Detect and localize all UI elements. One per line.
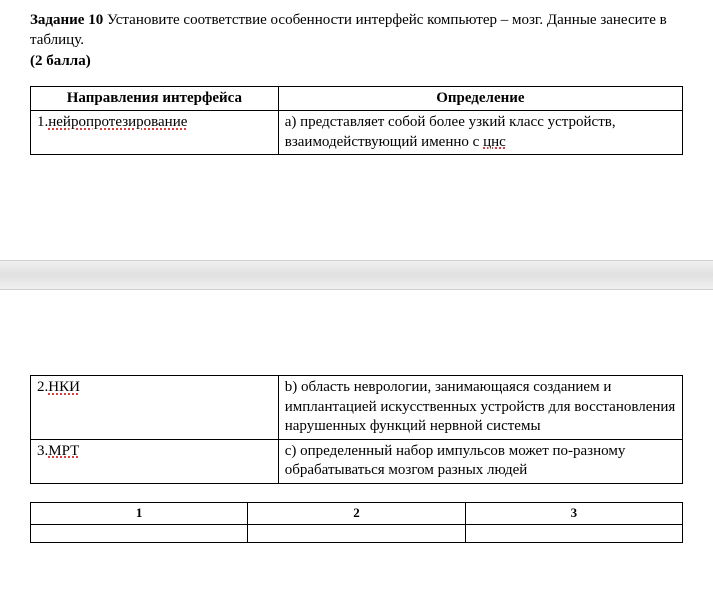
direction-term: НКИ [48,379,80,395]
answer-input-row [31,524,683,542]
definition-spell: цнс [483,134,506,150]
answer-cell-1[interactable] [31,524,248,542]
page-lower: 2.НКИ b) область неврологии, занимающаяс… [0,360,713,552]
row-num: 1. [37,114,48,130]
definition-text: b) область неврологии, занимающаяся созд… [285,379,676,434]
page-upper: Задание 10 Установите соответствие особе… [0,0,713,165]
page-break [0,260,713,290]
table-header-row: Направления интерфейса Определение [31,86,683,111]
task-title: Задание 10 [30,12,103,28]
task-points: (2 балла) [30,51,683,71]
header-directions: Направления интерфейса [31,86,279,111]
header-definition: Определение [278,86,682,111]
answer-col-2: 2 [248,502,465,524]
answer-col-3: 3 [465,502,682,524]
table-row: 3.МРТ c) определенный набор импульсов мо… [31,439,683,483]
answer-cell-2[interactable] [248,524,465,542]
table-row: 2.НКИ b) область неврологии, занимающаяс… [31,376,683,440]
definition-text: а) представляет собой более узкий класс … [285,114,616,150]
direction-cell: 1.нейропротезирование [31,111,279,155]
row-num: 2. [37,379,48,395]
answer-header-row: 1 2 3 [31,502,683,524]
answer-col-1: 1 [31,502,248,524]
definition-cell: b) область неврологии, занимающаяся созд… [278,376,682,440]
row-num: 3. [37,443,48,459]
task-header: Задание 10 Установите соответствие особе… [30,10,683,71]
matching-table-part1: Направления интерфейса Определение 1.ней… [30,86,683,156]
definition-cell: а) представляет собой более узкий класс … [278,111,682,155]
matching-table-part2: 2.НКИ b) область неврологии, занимающаяс… [30,375,683,484]
definition-text: c) определенный набор импульсов может по… [285,443,626,479]
definition-cell: c) определенный набор импульсов может по… [278,439,682,483]
direction-cell: 3.МРТ [31,439,279,483]
bottom-margin [0,553,713,603]
direction-term: МРТ [48,443,79,459]
direction-term: нейропротезирование [48,114,187,130]
answer-table: 1 2 3 [30,502,683,543]
table-row: 1.нейропротезирование а) представляет со… [31,111,683,155]
answer-cell-3[interactable] [465,524,682,542]
direction-cell: 2.НКИ [31,376,279,440]
task-text: Установите соответствие особенности инте… [30,12,667,48]
